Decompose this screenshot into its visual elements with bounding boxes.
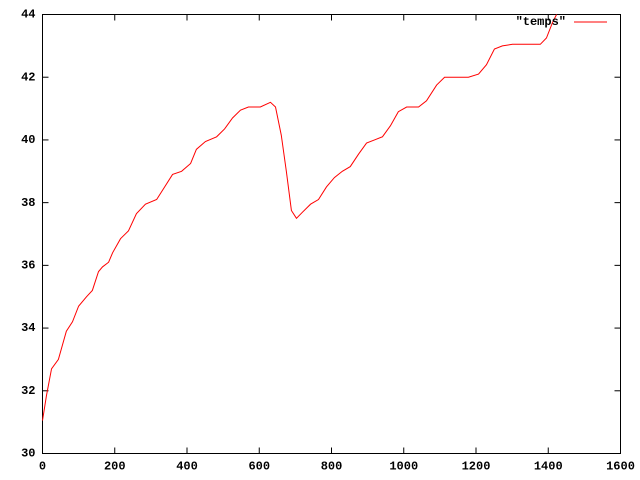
y-tick-label: 40 (21, 133, 35, 147)
y-tick-label: 42 (21, 70, 35, 84)
y-tick-label: 30 (21, 447, 35, 461)
x-tick-label: 200 (104, 460, 126, 474)
data-line (42, 14, 558, 421)
x-tick-label: 800 (321, 460, 343, 474)
y-tick-label: 36 (21, 259, 35, 273)
y-tick-label: 34 (21, 321, 35, 335)
x-tick-label: 400 (176, 460, 198, 474)
x-tick-label: 1000 (389, 460, 418, 474)
x-tick-label: 1600 (606, 460, 635, 474)
x-tick-label: 600 (248, 460, 270, 474)
y-tick-label: 38 (21, 196, 35, 210)
x-tick-label: 1200 (462, 460, 491, 474)
y-tick-label: 44 (21, 8, 35, 22)
y-tick-label: 32 (21, 384, 35, 398)
x-tick-label: 0 (39, 460, 46, 474)
x-tick-label: 1400 (534, 460, 563, 474)
legend-label: "temps" (516, 15, 566, 29)
